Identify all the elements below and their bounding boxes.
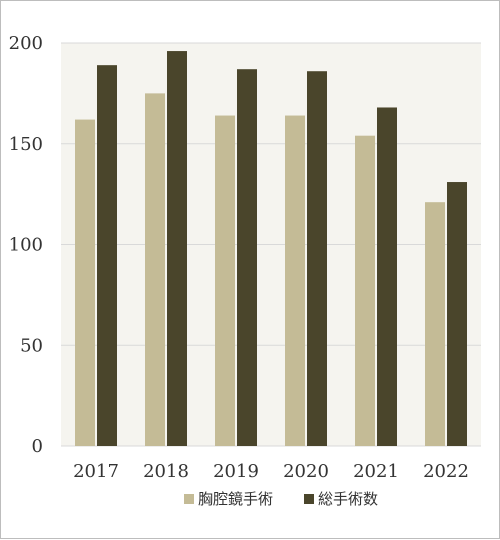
gridlines bbox=[61, 42, 481, 447]
bar-total-2020 bbox=[307, 71, 327, 447]
y-tick-label: 50 bbox=[20, 335, 43, 356]
bar-thoracoscopic-2018 bbox=[145, 93, 165, 446]
bars bbox=[75, 51, 467, 447]
bar-thoracoscopic-2022 bbox=[425, 202, 445, 446]
x-axis-ticks: 2017 2018 2019 2020 2021 2022 bbox=[73, 461, 469, 482]
x-tick-label: 2020 bbox=[283, 461, 329, 482]
legend-label-0: 胸腔鏡手術 bbox=[198, 490, 273, 508]
bar-total-2022 bbox=[447, 182, 467, 446]
x-tick-label: 2018 bbox=[143, 461, 189, 482]
legend-swatch-0 bbox=[184, 494, 194, 504]
bar-total-2021 bbox=[377, 107, 397, 446]
bar-thoracoscopic-2020 bbox=[285, 115, 305, 446]
y-tick-label: 0 bbox=[32, 436, 43, 457]
bar-thoracoscopic-2017 bbox=[75, 119, 95, 446]
bar-total-2018 bbox=[167, 51, 187, 447]
legend: 胸腔鏡手術 総手術数 bbox=[184, 490, 378, 508]
x-tick-label: 2019 bbox=[213, 461, 259, 482]
bar-thoracoscopic-2019 bbox=[215, 115, 235, 446]
y-tick-label: 100 bbox=[9, 235, 43, 256]
y-tick-label: 200 bbox=[9, 33, 43, 54]
y-tick-label: 150 bbox=[9, 134, 43, 155]
y-axis-ticks: 0 50 100 150 200 bbox=[9, 33, 43, 457]
legend-label-1: 総手術数 bbox=[318, 490, 378, 508]
x-tick-label: 2022 bbox=[423, 461, 469, 482]
x-tick-label: 2021 bbox=[353, 461, 399, 482]
legend-swatch-1 bbox=[304, 494, 314, 504]
x-tick-label: 2017 bbox=[73, 461, 119, 482]
bar-thoracoscopic-2021 bbox=[355, 135, 375, 446]
bar-total-2017 bbox=[97, 65, 117, 446]
bar-total-2019 bbox=[237, 69, 257, 446]
